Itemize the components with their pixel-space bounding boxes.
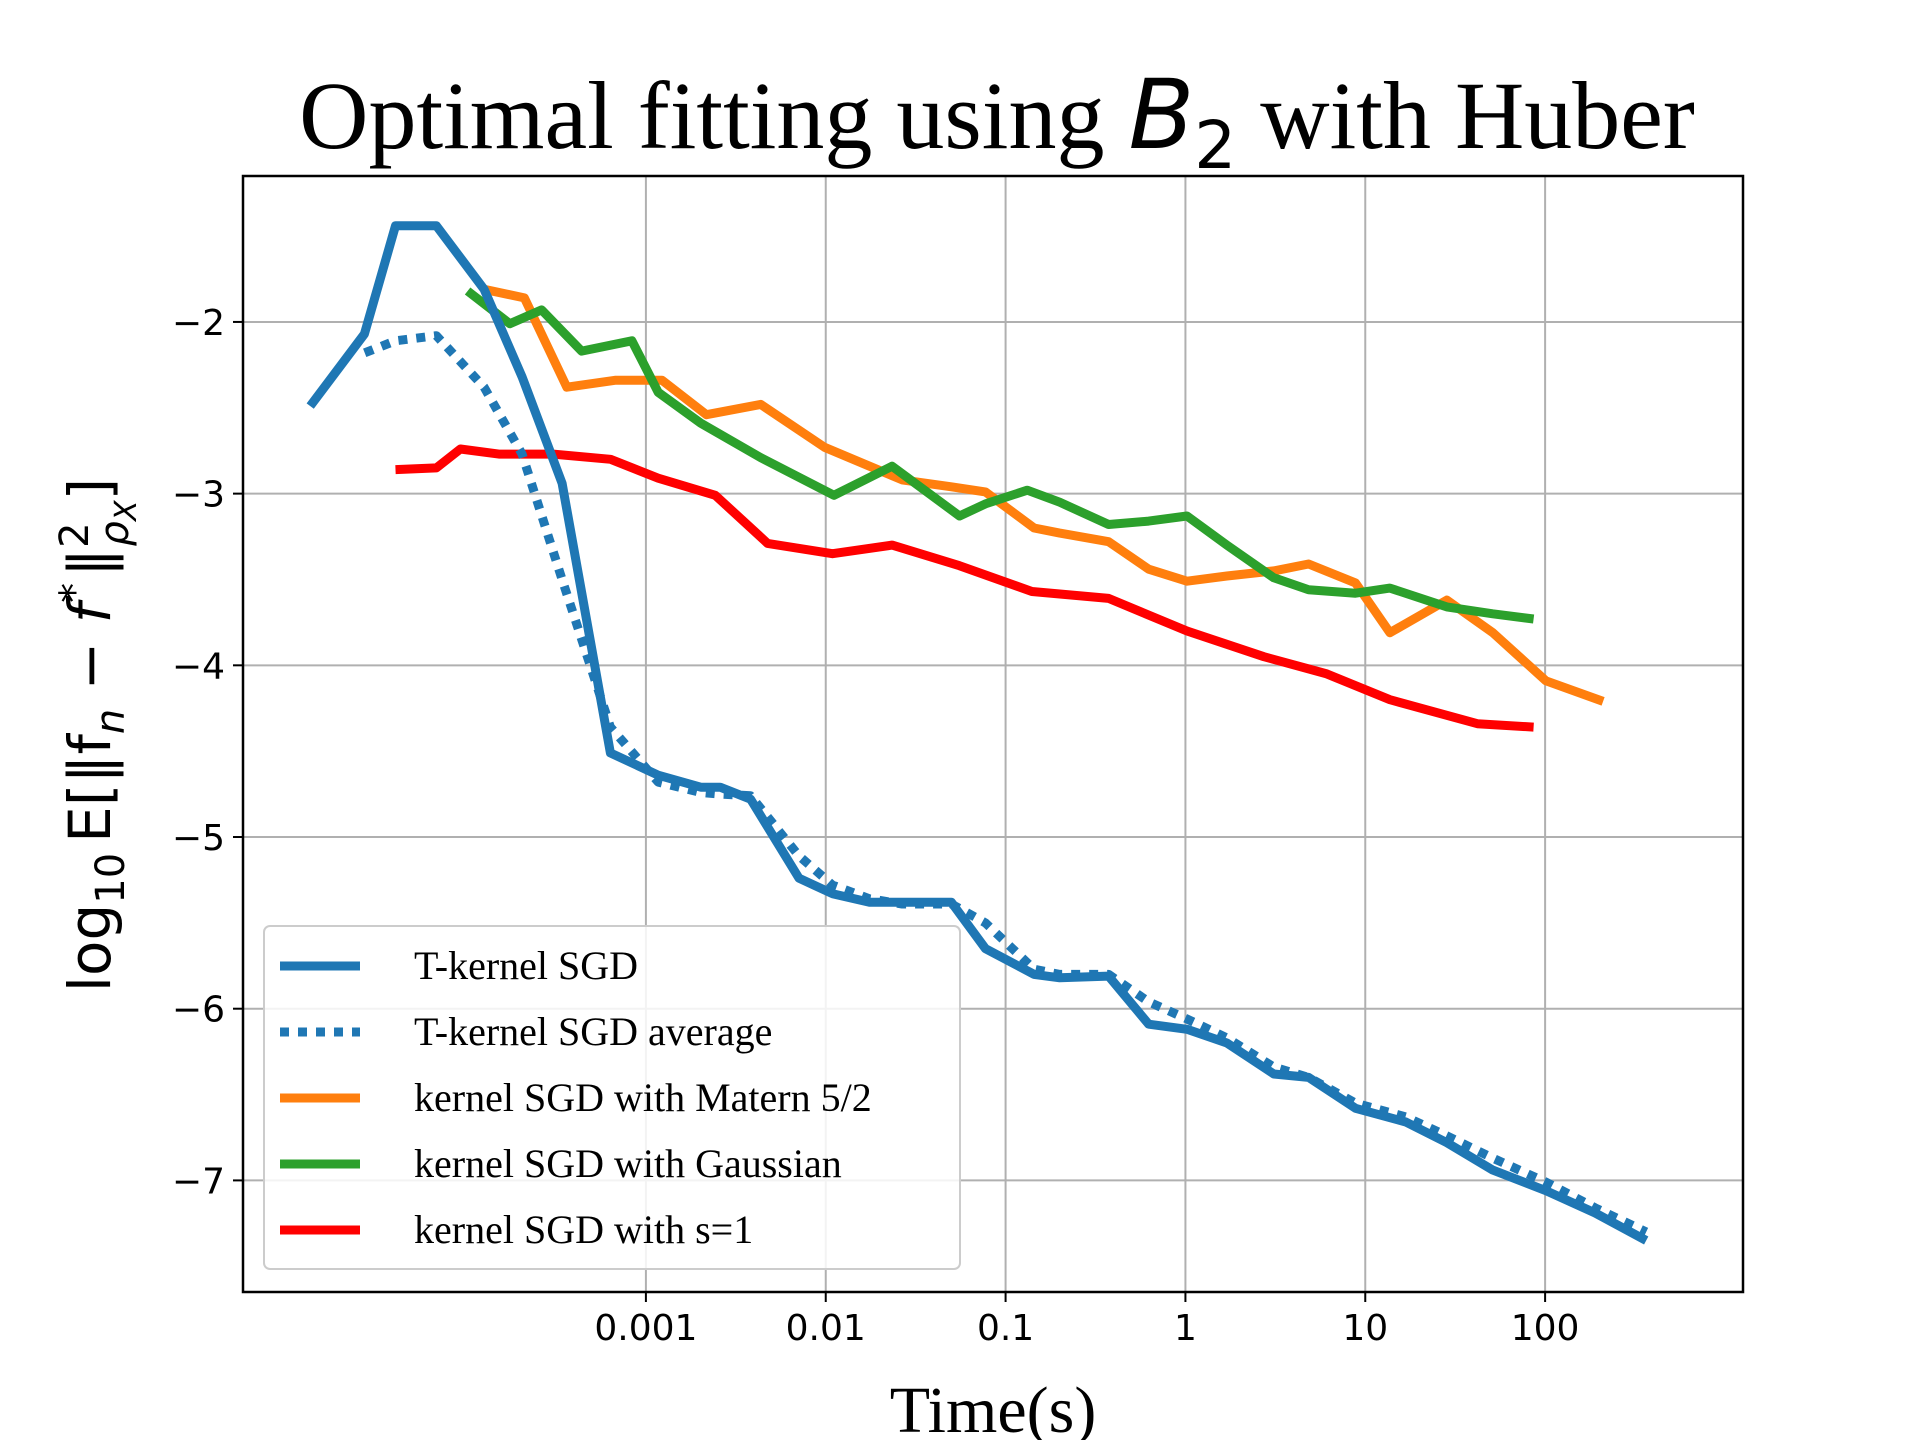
x-tick-label: 0.01	[786, 1308, 866, 1349]
legend-box	[263, 925, 961, 1270]
title-math-sub: 2	[1194, 107, 1236, 184]
legend-label: kernel SGD with s=1	[414, 1207, 753, 1252]
title-math-base: B	[1128, 59, 1194, 171]
y-tick-label: −4	[172, 646, 225, 687]
title-suffix: with Huber	[1236, 62, 1695, 169]
series-line-kernel-sgd-with-s-1	[395, 444, 1534, 732]
series-line-kernel-sgd-with-matern-5-2	[483, 284, 1605, 706]
y-label-log: log	[56, 904, 124, 992]
x-tick-label: 100	[1511, 1308, 1580, 1349]
x-tick-label: 0.1	[977, 1308, 1034, 1349]
y-label-norm: ‖	[56, 548, 124, 577]
y-tick-label: −6	[172, 990, 225, 1031]
y-label-body: E[‖f	[56, 733, 124, 843]
series-line-t-kernel-sgd-average	[363, 331, 1649, 1236]
y-label-star: *	[52, 583, 98, 603]
y-axis-label: log10 E[‖fn − f* ‖2ρX]	[52, 478, 144, 992]
y-label-sq: 2	[52, 522, 98, 547]
title-prefix: Optimal fitting using	[299, 62, 1128, 169]
y-label-rho: ρ	[92, 521, 138, 546]
axis-ticks: 0.001 0.01 0.1 1 10 100 −2 −3 −4 −5 −6 −7	[172, 303, 1580, 1349]
series-line-t-kernel-sgd	[306, 221, 1649, 1245]
y-label-log-sub: 10	[88, 853, 134, 904]
x-axis-label: Time(s)	[890, 1374, 1097, 1440]
grid-lines	[243, 176, 1743, 1292]
x-tick-label: 1	[1174, 1308, 1197, 1349]
y-label-close: ]	[56, 478, 124, 501]
series-line-kernel-sgd-with-gaussian	[464, 287, 1535, 624]
x-tick-label: 0.001	[594, 1308, 697, 1349]
chart-title: Optimal fitting using B2 with Huber	[299, 59, 1695, 184]
y-tick-label: −5	[172, 818, 225, 859]
y-tick-label: −3	[172, 475, 225, 516]
y-label-mid: − f	[56, 595, 124, 708]
legend-label: T-kernel SGD	[414, 943, 638, 988]
y-label-f-sub: n	[88, 709, 134, 734]
y-label-rho-sub: X	[109, 499, 144, 523]
legend-label: kernel SGD with Matern 5/2	[414, 1075, 872, 1120]
x-tick-label: 10	[1342, 1308, 1388, 1349]
series-lines	[306, 221, 1649, 1245]
plot-frame	[241, 174, 1745, 1294]
legend-label: T-kernel SGD average	[414, 1009, 772, 1054]
y-tick-label: −7	[172, 1161, 225, 1202]
legend-label: kernel SGD with Gaussian	[414, 1141, 842, 1186]
legend: T-kernel SGD T-kernel SGD average kernel S…	[263, 925, 961, 1270]
y-tick-label: −2	[172, 303, 225, 344]
